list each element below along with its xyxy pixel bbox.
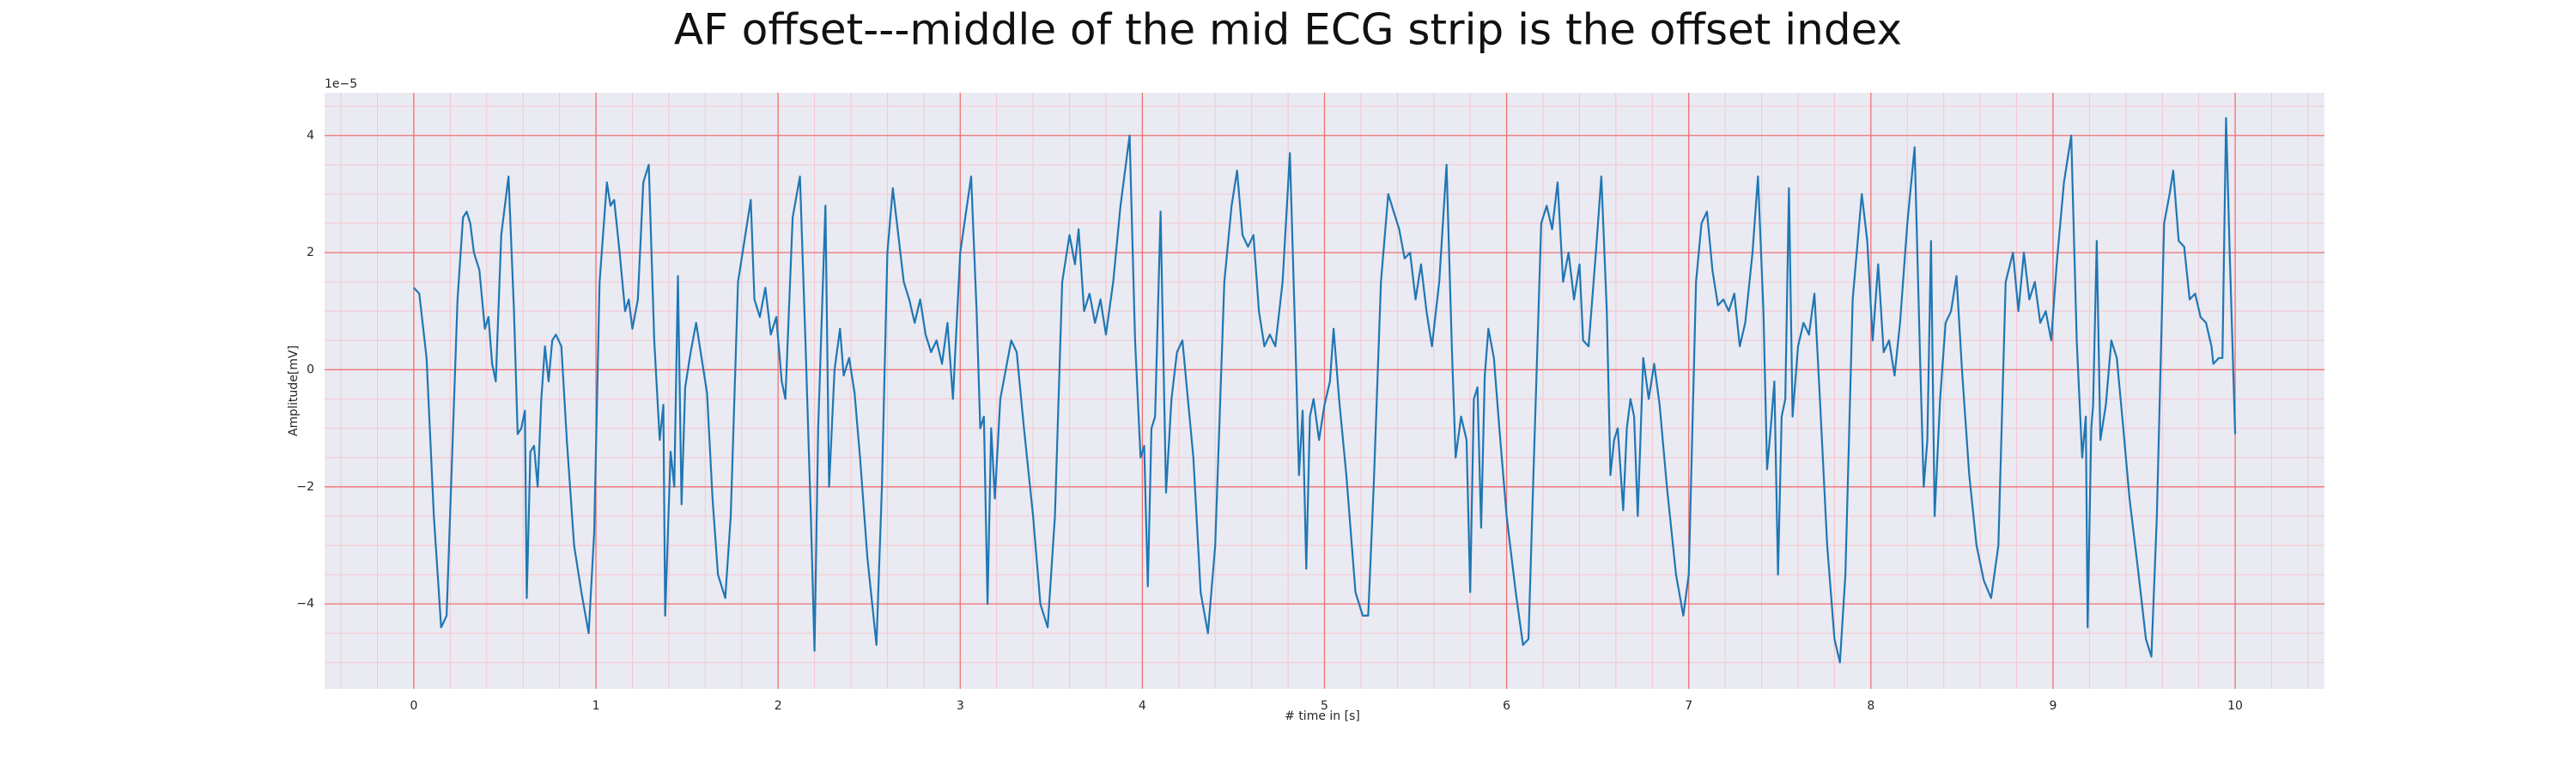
ecg-line (413, 117, 2237, 664)
x-tick-label: 0 (410, 699, 417, 713)
x-tick-label: 7 (1685, 699, 1692, 713)
x-tick-label: 4 (1139, 699, 1146, 713)
y-tick-label: −2 (296, 480, 314, 494)
x-tick-label: 6 (1503, 699, 1510, 713)
x-tick-label: 3 (957, 699, 964, 713)
x-tick-label: 1 (592, 699, 600, 713)
y-axis-label: Amplitude[mV] (287, 345, 301, 436)
chart-title: AF offset---middle of the mid ECG strip … (674, 5, 1902, 55)
y-tick-label: 2 (307, 246, 314, 259)
x-tick-label: 9 (2049, 699, 2057, 713)
y-tick-label: −4 (296, 597, 314, 611)
y-tick-label: 4 (307, 129, 314, 143)
x-tick-label: 10 (2227, 699, 2243, 713)
x-tick-label: 5 (1321, 699, 1328, 713)
x-tick-label: 2 (775, 699, 782, 713)
x-axis-label: # time in [s] (1285, 709, 1360, 723)
x-tick-label: 8 (1867, 699, 1874, 713)
y-offset-text: 1e−5 (325, 77, 357, 91)
y-tick-label: 0 (307, 362, 314, 376)
